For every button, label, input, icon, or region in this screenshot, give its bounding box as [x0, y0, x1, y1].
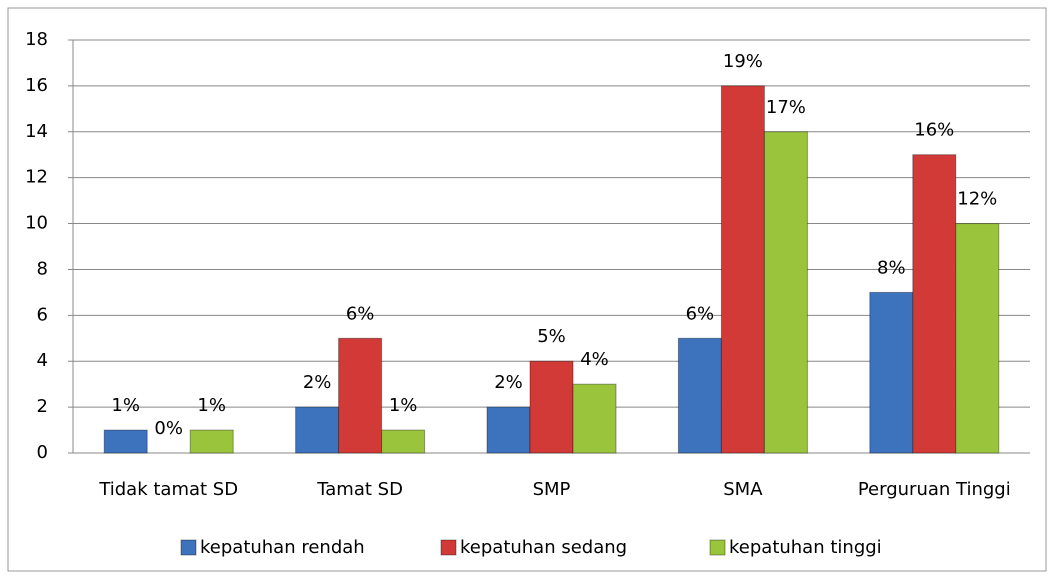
bar: [720, 85, 765, 454]
value-label: 2%: [303, 372, 332, 393]
value-label: 16%: [914, 120, 954, 141]
bar: [912, 154, 957, 454]
legend-label: kepatuhan tinggi: [729, 537, 882, 558]
value-label: 6%: [686, 303, 715, 324]
bar: [381, 429, 426, 454]
value-label: 2%: [494, 372, 523, 393]
legend-label: kepatuhan rendah: [200, 537, 365, 558]
value-label: 1%: [197, 395, 226, 416]
bar: [338, 337, 383, 454]
value-label: 5%: [537, 326, 566, 347]
bar: [529, 360, 574, 454]
legend-swatch: [440, 539, 457, 556]
bar: [486, 406, 531, 454]
x-tick-label: SMA: [723, 479, 763, 500]
y-tick-label: 0: [37, 442, 48, 463]
y-tick-label: 14: [25, 121, 48, 142]
bar: [572, 383, 617, 454]
bar: [955, 223, 1000, 454]
y-tick-label: 16: [25, 75, 48, 96]
bar: [677, 337, 722, 454]
y-tick-label: 4: [37, 350, 48, 371]
bar: [189, 429, 234, 454]
x-tick-label: Perguruan Tinggi: [858, 479, 1011, 500]
value-label: 1%: [389, 395, 418, 416]
y-tick-label: 2: [37, 396, 48, 417]
value-label: 12%: [957, 189, 997, 210]
legend-swatch: [709, 539, 726, 556]
value-label: 17%: [766, 97, 806, 118]
value-label: 6%: [346, 303, 375, 324]
bar: [103, 429, 148, 454]
value-label: 1%: [111, 395, 140, 416]
value-label: 19%: [723, 51, 763, 72]
y-tick-label: 12: [25, 167, 48, 188]
legend-swatch: [180, 539, 197, 556]
value-label: 4%: [580, 349, 609, 370]
y-tick-label: 8: [37, 258, 48, 279]
legend-label: kepatuhan sedang: [460, 537, 627, 558]
x-tick-label: Tidak tamat SD: [98, 479, 238, 500]
y-tick-label: 10: [25, 213, 48, 234]
x-tick-label: Tamat SD: [316, 479, 403, 500]
value-label: 8%: [877, 257, 906, 278]
bar: [869, 291, 914, 454]
y-tick-label: 6: [37, 304, 48, 325]
x-tick-label: SMP: [533, 479, 571, 500]
y-tick-label: 18: [25, 29, 48, 50]
value-label: 0%: [154, 418, 183, 439]
bar: [295, 406, 340, 454]
chart-frame: [7, 7, 1047, 572]
bar: [763, 131, 808, 454]
